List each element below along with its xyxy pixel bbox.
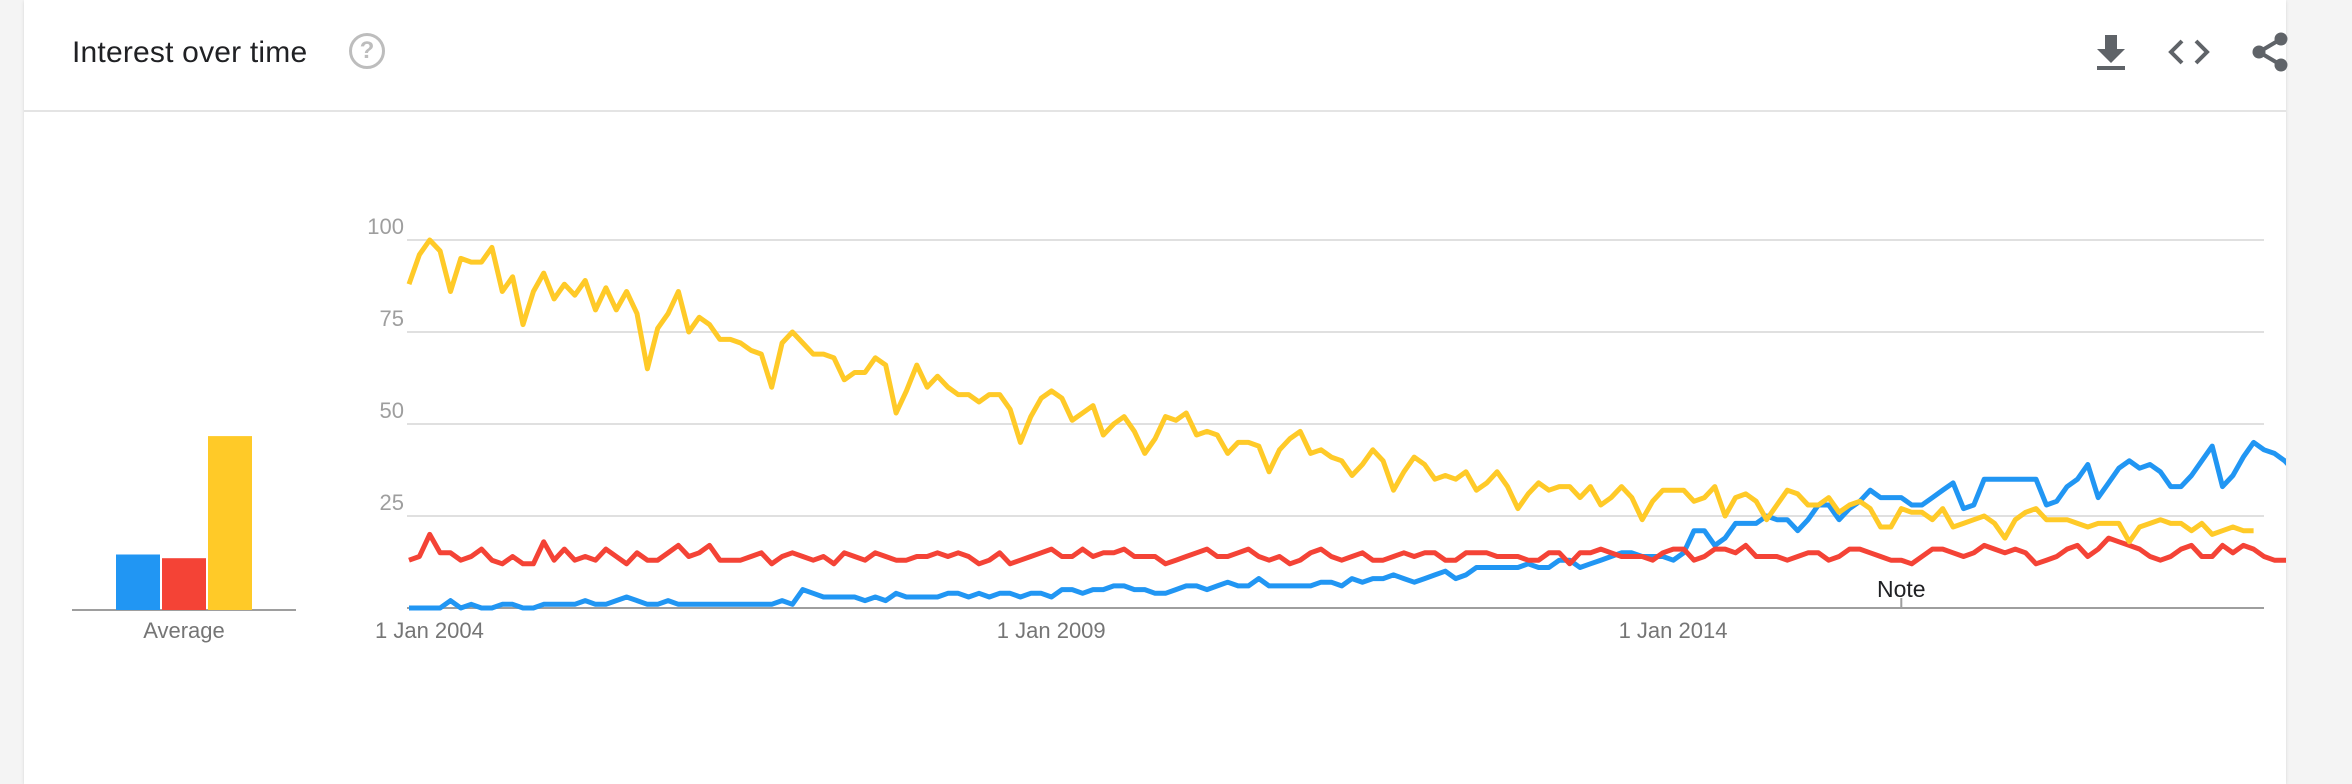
interest-over-time-card: Interest over time ? 25 50 75 100 1 Jan [24, 0, 2288, 784]
share-icon [2252, 32, 2288, 72]
average-bar-2 [208, 436, 252, 610]
card-header: Interest over time ? [24, 0, 2288, 112]
y-tick-label-100: 100 [367, 214, 404, 239]
download-button[interactable] [2089, 30, 2133, 74]
average-bar-1 [162, 558, 206, 610]
x-tick-label-2: 1 Jan 2014 [1619, 618, 1728, 643]
code-icon [2168, 39, 2210, 65]
series-line-2 [406, 237, 2254, 545]
card-title: Interest over time [72, 36, 308, 69]
average-label: Average [143, 618, 225, 643]
x-tick-label-0: 1 Jan 2004 [375, 618, 484, 643]
share-button[interactable] [2248, 30, 2292, 74]
download-icon [2097, 35, 2125, 70]
embed-button[interactable] [2167, 30, 2211, 74]
help-circle-icon[interactable]: ? [349, 33, 385, 69]
series-line-1 [408, 531, 2286, 567]
y-tick-label-25: 25 [380, 490, 404, 515]
y-tick-label-50: 50 [380, 398, 404, 423]
average-bar-0 [116, 554, 160, 610]
x-tick-label-1: 1 Jan 2009 [997, 618, 1106, 643]
series-line-0 [409, 439, 2286, 611]
line-chart: 25 50 75 100 1 Jan 2004 1 Jan 2009 1 Jan 2014 N… [72, 214, 2286, 643]
note-label: Note [1877, 576, 1926, 602]
y-tick-label-75: 75 [380, 306, 404, 331]
